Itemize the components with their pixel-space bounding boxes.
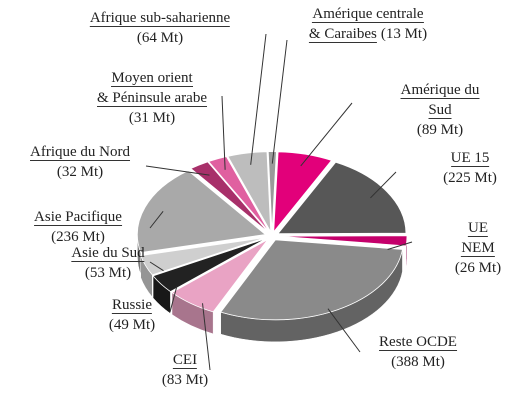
value-label: (64 Mt) — [136, 30, 184, 46]
value-label: (13 Mt) — [380, 26, 428, 42]
slice-label: Asie du Sud (53 Mt) — [71, 243, 145, 283]
category-label: Moyen orient & Péninsule arabe — [97, 70, 207, 107]
slice — [278, 235, 408, 247]
slice-label: CEI (83 Mt) — [162, 350, 208, 390]
category-label: UE 15 — [450, 150, 490, 167]
leader-line — [271, 39, 288, 164]
slice-label: Afrique sub-saharienne (64 Mt) — [89, 8, 231, 48]
slice-label: Moyen orient & Péninsule arabe (31 Mt) — [97, 68, 207, 128]
slice — [171, 239, 269, 313]
leader-line — [387, 241, 413, 250]
slice — [273, 151, 333, 233]
category-label: Amérique du Sud — [400, 82, 480, 119]
slice-label: Afrique du Nord (32 Mt) — [30, 142, 130, 182]
category-label: Afrique du Nord — [30, 144, 130, 161]
value-label: (83 Mt) — [161, 372, 209, 388]
value-label: (89 Mt) — [416, 122, 464, 138]
leader-line — [149, 211, 164, 229]
value-label: (236 Mt) — [51, 229, 105, 245]
leader-line — [149, 261, 164, 272]
value-label: (53 Mt) — [84, 265, 132, 281]
category-label: UE NEM — [461, 220, 495, 257]
category-label: Asie Pacifique — [34, 209, 122, 226]
leader-line — [327, 308, 361, 353]
slice — [207, 156, 270, 233]
slice — [220, 239, 403, 321]
value-label: (31 Mt) — [128, 110, 176, 126]
category-label: CEI — [172, 352, 198, 369]
leader-line — [202, 303, 211, 371]
leader-line — [370, 171, 397, 199]
category-label: Reste OCDE — [379, 334, 457, 351]
slice-label: Reste OCDE (388 Mt) — [379, 332, 457, 372]
category-label: Russie — [111, 297, 152, 314]
slice — [227, 151, 272, 232]
value-label: (26 Mt) — [454, 260, 502, 276]
leader-line — [169, 286, 178, 313]
leader-line — [300, 102, 353, 167]
slice — [267, 151, 277, 232]
slice — [152, 238, 267, 293]
slice-label: Asie Pacifique (236 Mt) — [34, 207, 122, 247]
leader-line — [250, 33, 267, 165]
value-label: (32 Mt) — [56, 164, 104, 180]
category-label: Asie du Sud — [71, 245, 145, 262]
slice — [190, 161, 269, 233]
leader-line — [145, 165, 210, 176]
slice-label: Amérique centrale & Caraibes (13 Mt) — [308, 4, 428, 44]
category-label: Afrique sub-saharienne — [89, 10, 231, 27]
category-label: Amérique centrale & Caraibes — [308, 6, 424, 43]
slice-label: UE NEM (26 Mt) — [455, 218, 501, 278]
slice-label: Russie (49 Mt) — [109, 295, 155, 335]
slice-label: UE 15 (225 Mt) — [443, 148, 497, 188]
slice — [140, 237, 266, 276]
slice — [277, 161, 407, 235]
slice-label: Amérique du Sud (89 Mt) — [400, 80, 480, 140]
leader-line — [221, 95, 226, 170]
value-label: (388 Mt) — [391, 354, 445, 370]
value-label: (225 Mt) — [443, 170, 497, 186]
value-label: (49 Mt) — [108, 317, 156, 333]
slice — [137, 170, 267, 254]
